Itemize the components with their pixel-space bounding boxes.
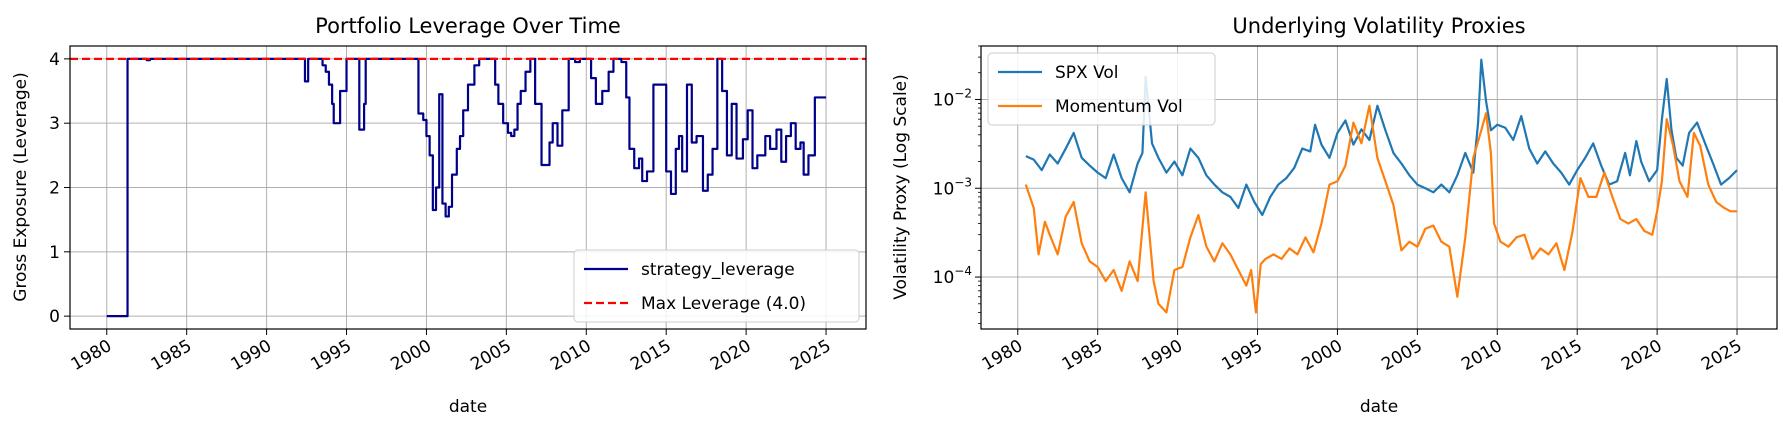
volatility-xtick-label-2020: 2020 xyxy=(1618,336,1665,375)
legend-label-max-leverage: Max Leverage (4.0) xyxy=(641,294,806,314)
leverage-ytick-label-2: 2 xyxy=(49,179,60,199)
leverage-y-axis: 0 1 2 3 4 xyxy=(49,50,70,327)
volatility-ytick-label-1: 10−3 xyxy=(933,175,972,199)
leverage-ytick-label-3: 3 xyxy=(49,114,60,134)
leverage-series-line-0 xyxy=(106,57,827,318)
volatility-legend-box xyxy=(987,52,1216,126)
leverage-legend: strategy_leverage Max Leverage (4.0) xyxy=(573,249,860,323)
leverage-xtick-label-2010: 2010 xyxy=(547,336,594,375)
volatility-ytick-label-0: 10−4 xyxy=(933,264,972,288)
volatility-xtick-label-1980: 1980 xyxy=(979,336,1026,375)
volatility-x-axis: 1980 1985 1990 1995 2000 2005 2010 2015 2020 2025 xyxy=(979,329,1746,375)
leverage-series xyxy=(70,57,866,318)
leverage-y-label: Gross Exposure (Leverage) xyxy=(11,72,31,301)
leverage-xtick-label-2005: 2005 xyxy=(467,336,514,375)
volatility-chart-title: Underlying Volatility Proxies xyxy=(1232,14,1525,38)
leverage-x-label: date xyxy=(449,397,487,417)
leverage-chart: Portfolio Leverage Over Time 1980 1985 199… xyxy=(11,14,867,417)
leverage-legend-box xyxy=(573,249,860,323)
leverage-xtick-label-1995: 1995 xyxy=(308,336,355,375)
volatility-ytick-label-2: 10−2 xyxy=(933,86,972,110)
leverage-xtick-label-2000: 2000 xyxy=(387,336,434,375)
leverage-xtick-label-1980: 1980 xyxy=(68,336,115,375)
leverage-ytick-label-1: 1 xyxy=(49,243,60,263)
volatility-y-label: Volatility Proxy (Log Scale) xyxy=(891,74,911,300)
volatility-xtick-label-2015: 2015 xyxy=(1538,336,1585,375)
leverage-xtick-label-2025: 2025 xyxy=(787,336,834,375)
legend-label-momentum-vol: Momentum Vol xyxy=(1055,97,1183,117)
volatility-series-line-1 xyxy=(1024,104,1738,314)
leverage-xtick-label-1990: 1990 xyxy=(228,336,275,375)
leverage-x-axis: 1980 1985 1990 1995 2000 2005 2010 2015 2020 2025 xyxy=(68,329,835,375)
volatility-plot-frame xyxy=(980,45,1778,330)
leverage-xtick-label-2015: 2015 xyxy=(627,336,674,375)
leverage-xtick-label-2020: 2020 xyxy=(707,336,754,375)
legend-label-spx-vol: SPX Vol xyxy=(1055,63,1119,83)
leverage-xtick-label-1985: 1985 xyxy=(148,336,195,375)
volatility-xtick-label-2000: 2000 xyxy=(1298,336,1345,375)
volatility-xtick-label-1995: 1995 xyxy=(1219,336,1266,375)
leverage-ytick-label-4: 4 xyxy=(49,50,60,70)
volatility-xtick-label-1985: 1985 xyxy=(1059,336,1106,375)
volatility-y-axis: 10−4 10−3 10−2 xyxy=(933,45,981,324)
volatility-xtick-label-1990: 1990 xyxy=(1139,336,1186,375)
volatility-chart: Underlying Volatility Proxies 1980 1985 19… xyxy=(891,14,1778,417)
leverage-plot-frame xyxy=(69,45,867,330)
volatility-x-label: date xyxy=(1360,397,1398,417)
volatility-xtick-label-2005: 2005 xyxy=(1378,336,1425,375)
volatility-xtick-label-2025: 2025 xyxy=(1698,336,1745,375)
volatility-grid xyxy=(981,46,1777,329)
legend-label-strategy-leverage: strategy_leverage xyxy=(641,260,795,280)
leverage-ytick-label-0: 0 xyxy=(49,307,60,327)
volatility-xtick-label-2010: 2010 xyxy=(1458,336,1505,375)
leverage-chart-title: Portfolio Leverage Over Time xyxy=(315,14,621,38)
volatility-legend: SPX Vol Momentum Vol xyxy=(987,52,1216,126)
